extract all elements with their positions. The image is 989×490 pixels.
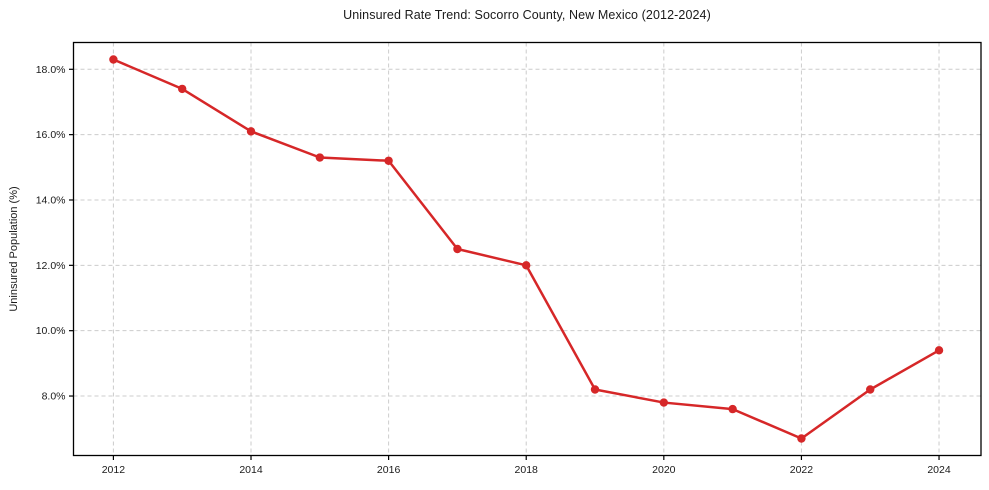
data-point-2022 — [797, 434, 806, 443]
y-tick-label: 12.0% — [36, 260, 66, 272]
x-tick-label: 2014 — [239, 464, 263, 476]
data-point-2019 — [590, 385, 600, 394]
x-tick-label: 2018 — [515, 464, 539, 476]
x-tick-label: 2022 — [790, 464, 814, 476]
data-point-2018 — [522, 261, 531, 270]
data-point-2015 — [315, 153, 325, 162]
data-point-2012 — [109, 55, 118, 64]
y-tick-label: 16.0% — [36, 129, 66, 141]
x-tick-label: 2024 — [927, 464, 951, 476]
x-tick-label: 2012 — [102, 464, 126, 476]
x-tick-label: 2020 — [652, 464, 676, 476]
data-point-2023 — [866, 385, 875, 394]
data-point-2024 — [934, 346, 944, 355]
y-tick-label: 10.0% — [36, 325, 66, 337]
chart-title: Uninsured Rate Trend: Socorro County, Ne… — [343, 8, 711, 22]
data-point-2016 — [384, 156, 393, 165]
plot-border — [72, 41, 982, 457]
y-tick-label: 14.0% — [36, 194, 66, 206]
data-point-2020 — [659, 398, 669, 407]
y-tick-label: 8.0% — [42, 391, 66, 403]
data-point-2021 — [728, 404, 737, 414]
x-tick-label: 2016 — [377, 464, 401, 476]
y-tick-label: 18.0% — [36, 64, 66, 76]
data-point-2013 — [178, 84, 187, 94]
data-point-2017 — [453, 244, 462, 254]
data-point-2014 — [246, 127, 256, 136]
